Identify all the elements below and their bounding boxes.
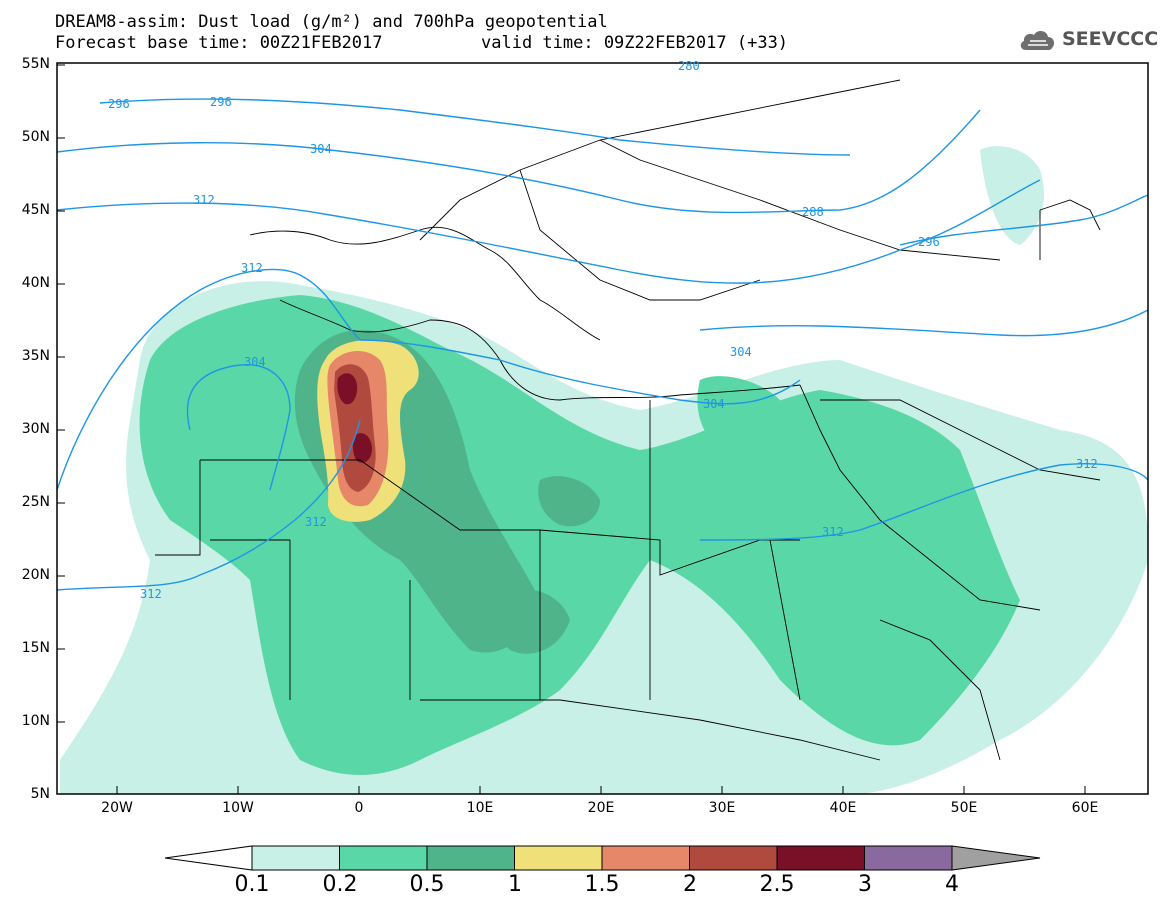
contour-labels: 296 296 304 312 312 304 312 312 280 288 … bbox=[108, 59, 1098, 601]
colorbar-label: 0.5 bbox=[409, 872, 445, 897]
cloud-icon bbox=[1020, 31, 1055, 50]
contour-label: 296 bbox=[210, 95, 232, 109]
lat-label: 45N bbox=[21, 202, 50, 218]
colorbar-label: 3 bbox=[858, 872, 872, 897]
lat-label: 30N bbox=[21, 421, 50, 437]
valid-time: valid time: 09Z22FEB2017 (+33) bbox=[481, 33, 789, 53]
lon-label: 30E bbox=[708, 800, 736, 816]
dust-field bbox=[60, 146, 1148, 794]
lat-label: 50N bbox=[21, 129, 50, 145]
colorbar-label: 4 bbox=[945, 872, 959, 897]
contour-label: 304 bbox=[310, 142, 332, 156]
map-frame bbox=[56, 62, 1149, 795]
lon-label: 10E bbox=[466, 800, 494, 816]
lat-label: 55N bbox=[21, 56, 50, 72]
lon-label: 10W bbox=[222, 800, 254, 816]
lat-label: 10N bbox=[21, 713, 50, 729]
logo-text: SEEVCCC bbox=[1062, 28, 1159, 50]
lon-label: 40E bbox=[829, 800, 857, 816]
contour-label: 296 bbox=[108, 97, 130, 111]
seevccc-logo: SEEVCCC bbox=[1018, 26, 1158, 58]
contour-label: 280 bbox=[678, 59, 700, 73]
contour-label: 312 bbox=[822, 525, 844, 539]
colorbar-label: 2 bbox=[683, 872, 697, 897]
lat-label: 5N bbox=[30, 786, 50, 802]
colorbar-label: 0.2 bbox=[322, 872, 358, 897]
lon-label: 0 bbox=[354, 800, 364, 816]
lon-label: 50E bbox=[950, 800, 978, 816]
colorbar-label: 0.1 bbox=[234, 872, 270, 897]
lat-label: 20N bbox=[21, 567, 50, 583]
lat-label: 25N bbox=[21, 494, 50, 510]
chart-title: DREAM8-assim: Dust load (g/m²) and 700hP… bbox=[55, 12, 608, 32]
colorbar-label: 1.5 bbox=[584, 872, 620, 897]
contour-label: 312 bbox=[140, 587, 162, 601]
contour-label: 312 bbox=[241, 261, 263, 275]
lat-label: 40N bbox=[21, 275, 50, 291]
contour-label: 304 bbox=[703, 397, 725, 411]
colorbar-label: 1 bbox=[508, 872, 522, 897]
lat-label: 35N bbox=[21, 348, 50, 364]
lon-label: 60E bbox=[1071, 800, 1099, 816]
contour-label: 312 bbox=[1076, 457, 1098, 471]
axis-ticks bbox=[57, 64, 1086, 794]
contour-label: 296 bbox=[918, 235, 940, 249]
contour-label: 304 bbox=[244, 355, 266, 369]
lon-label: 20E bbox=[587, 800, 615, 816]
geopotential-contours bbox=[57, 98, 1148, 591]
contour-label: 312 bbox=[193, 193, 215, 207]
lat-label: 15N bbox=[21, 640, 50, 656]
contour-label: 288 bbox=[802, 205, 824, 219]
contour-label: 304 bbox=[730, 345, 752, 359]
contour-label: 312 bbox=[305, 515, 327, 529]
country-borders bbox=[155, 79, 1101, 761]
lon-label: 20W bbox=[101, 800, 133, 816]
forecast-base-time: Forecast base time: 00Z21FEB2017 bbox=[55, 33, 383, 53]
colorbar-label: 2.5 bbox=[759, 872, 795, 897]
